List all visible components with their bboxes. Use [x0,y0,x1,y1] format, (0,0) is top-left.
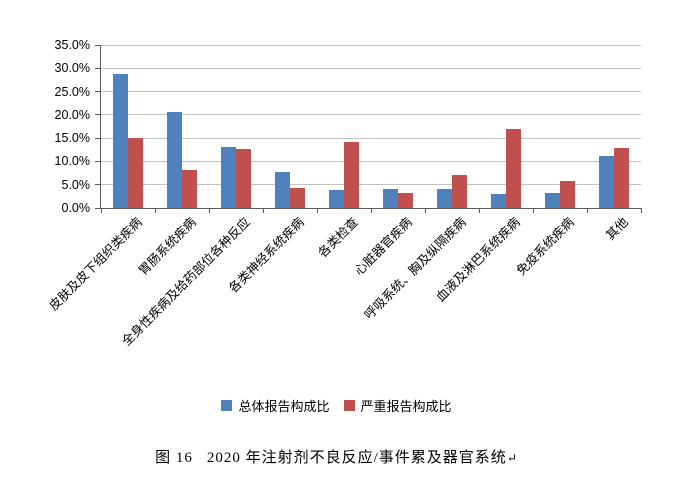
bar-总体报告构成比-皮肤及皮下组织类疾病 [113,73,128,208]
gridline-20 [101,114,641,116]
y-tick-mark [95,67,101,69]
y-axis-label-20.0%: 20.0% [54,107,90,122]
legend-label-total: 总体报告构成比 [238,399,330,414]
bar-严重报告构成比-呼吸系统、胸及纵隔疾病 [452,174,467,208]
y-axis-label-30.0%: 30.0% [54,61,90,76]
y-axis-label-35.0%: 35.0% [54,38,90,52]
y-axis-label-25.0%: 25.0% [54,84,90,99]
y-axis-label-5.0%: 5.0% [61,177,91,192]
y-tick-mark [95,91,101,93]
chart-legend: 总体报告构成比 严重报告构成比 [0,396,673,415]
gridline-10 [101,160,641,162]
bar-总体报告构成比-其他 [599,156,614,208]
y-tick-mark [95,207,101,209]
bar-总体报告构成比-胃肠系统疾病 [167,112,182,208]
y-tick-mark [95,184,101,186]
gridline-25 [101,91,641,93]
y-axis-label-15.0%: 15.0% [54,131,90,146]
gridline-30 [101,67,641,69]
gridline-5 [101,184,641,186]
gridline-35 [101,44,641,46]
bar-严重报告构成比-各类检查 [344,141,359,208]
bar-严重报告构成比-各类神经系统疾病 [290,187,305,208]
legend-swatch-blue-icon [221,400,233,411]
x-tick-mark [533,208,534,213]
legend-swatch-red-icon [343,400,355,411]
legend-item-serious: 严重报告构成比 [343,396,452,415]
y-tick-mark [95,114,101,116]
x-tick-mark [371,208,372,213]
x-tick-mark [101,208,102,213]
bar-严重报告构成比-血液及淋巴系统疾病 [506,128,521,208]
x-axis-label-0: 皮肤及皮下组织类疾病 [46,215,145,314]
x-tick-mark [641,208,642,213]
plot-area [95,44,642,213]
x-tick-mark [587,208,588,213]
bar-严重报告构成比-其他 [614,147,629,208]
bar-总体报告构成比-全身性疾病及给药部位各种反应 [221,146,236,208]
bar-总体报告构成比-心脏器官疾病 [383,189,398,208]
y-axis-label-10.0%: 10.0% [54,154,90,169]
bar-总体报告构成比-免疫系统疾病 [545,193,560,208]
x-tick-mark [479,208,480,213]
x-tick-mark [263,208,264,213]
figure-title: 2020 年注射剂不良反应/事件累及器官系统 [206,450,507,466]
bar-总体报告构成比-呼吸系统、胸及纵隔疾病 [437,189,452,208]
bar-总体报告构成比-各类检查 [329,189,344,208]
x-tick-mark [317,208,318,213]
figure-number: 图 16 [155,450,193,466]
bar-严重报告构成比-胃肠系统疾病 [182,169,197,208]
figure-caption: 图 16 2020 年注射剂不良反应/事件累及器官系统↵ [0,446,673,467]
y-tick-mark [95,137,101,139]
legend-item-total: 总体报告构成比 [221,396,330,415]
x-tick-mark [209,208,210,213]
bar-总体报告构成比-血液及淋巴系统疾病 [491,194,506,208]
legend-label-serious: 严重报告构成比 [360,399,452,414]
gridline-15 [101,137,641,139]
bar-严重报告构成比-心脏器官疾病 [398,192,413,208]
paragraph-mark: ↵ [506,451,518,465]
bar-总体报告构成比-各类神经系统疾病 [275,171,290,208]
bar-严重报告构成比-全身性疾病及给药部位各种反应 [236,148,251,208]
y-tick-mark [95,44,101,46]
x-tick-mark [155,208,156,213]
bar-严重报告构成比-皮肤及皮下组织类疾病 [128,138,143,208]
y-axis-label-0.0%: 0.0% [61,201,91,215]
y-tick-mark [95,160,101,162]
x-tick-mark [425,208,426,213]
bar-严重报告构成比-免疫系统疾病 [560,181,575,208]
